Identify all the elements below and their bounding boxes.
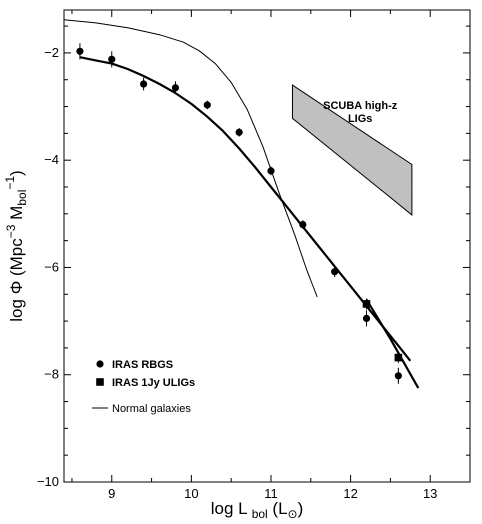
y-tick-label: −4 (44, 152, 59, 167)
fit-curve (79, 56, 412, 362)
band-label: LIGs (348, 113, 372, 125)
data-point-rbgs (108, 55, 116, 63)
data-point-rbgs (76, 47, 84, 55)
data-point-rbgs (362, 314, 371, 323)
x-tick-label: 10 (184, 486, 198, 501)
data-point-rbgs (235, 128, 243, 136)
data-point-rbgs (331, 268, 339, 276)
data-point-rbgs (171, 84, 180, 92)
y-tick-label: −2 (44, 45, 59, 60)
x-tick-label: 13 (423, 486, 437, 501)
data-point-rbgs (299, 220, 307, 229)
y-axis-label: log Φ (Mpc−3 Mbol−1) (3, 170, 29, 321)
plot-frame (63, 9, 471, 483)
y-tick-label: −6 (44, 259, 59, 274)
data-point-rbgs (267, 167, 275, 175)
data-point-ulig (394, 353, 403, 362)
legend-label: IRAS 1Jy ULIGs (112, 377, 195, 389)
legend-marker-circle (96, 360, 104, 368)
scuba-band (291, 84, 413, 216)
legend-marker-square (96, 378, 104, 386)
x-tick-label: 9 (108, 486, 115, 501)
legend-label: IRAS RBGS (112, 359, 173, 371)
data-point-rbgs (203, 101, 211, 109)
data-point-rbgs (140, 80, 148, 88)
data-point-rbgs (394, 372, 402, 380)
fit-curve (365, 299, 420, 389)
y-tick-label: −10 (37, 474, 59, 489)
legend-label: Normal galaxies (112, 403, 191, 415)
normal-galaxies-curve (64, 19, 318, 298)
y-tick-label: −8 (44, 367, 59, 382)
band-label: SCUBA high-z (323, 100, 398, 112)
x-tick-label: 12 (343, 486, 357, 501)
x-axis-label: log L bol (L⊙) (211, 499, 304, 521)
x-tick-label: 11 (264, 486, 278, 501)
data-point-ulig (362, 300, 371, 308)
